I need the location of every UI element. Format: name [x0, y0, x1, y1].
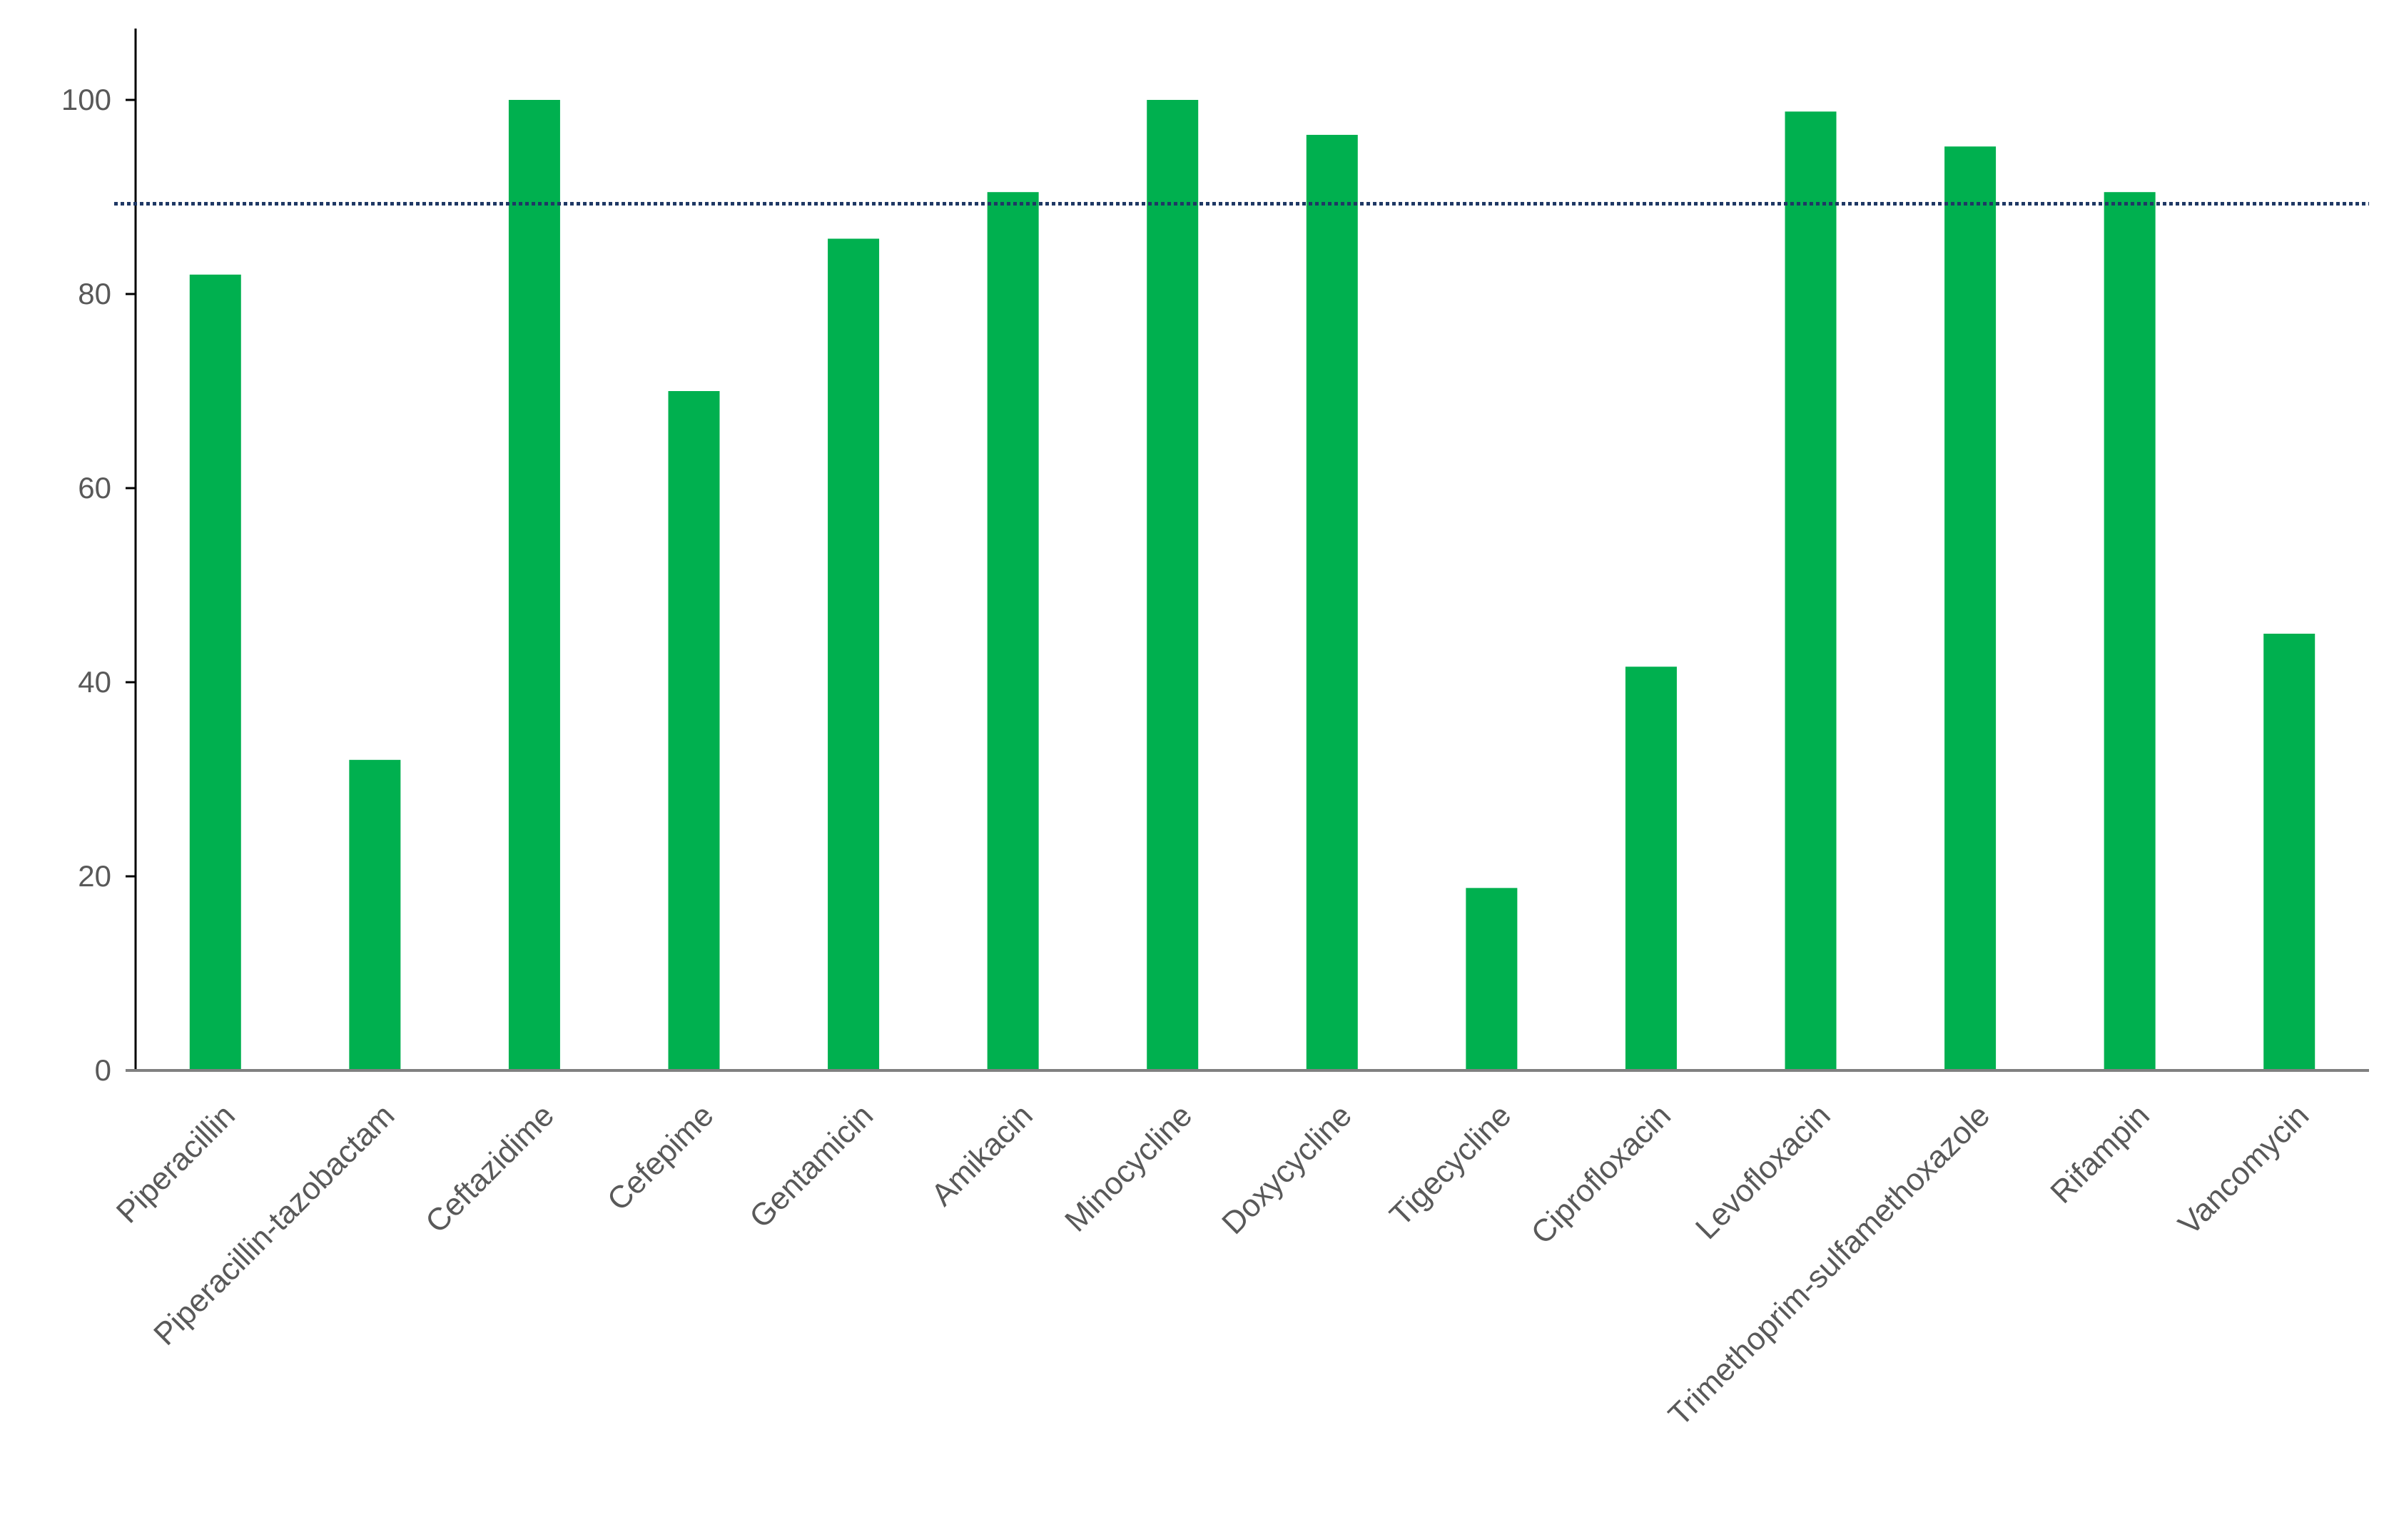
x-category-label: Cefepime — [601, 1098, 721, 1217]
y-axis: 0 20 40 60 80 100 — [61, 29, 137, 1087]
bar — [668, 391, 720, 1070]
bar — [1785, 111, 1837, 1070]
x-category-label: Amikacin — [925, 1098, 1040, 1212]
bar — [987, 192, 1039, 1071]
x-category-label: Piperacillin — [110, 1098, 242, 1230]
bar — [1466, 888, 1518, 1070]
bar — [349, 759, 401, 1070]
bar — [1625, 667, 1677, 1070]
y-tick-label: 20 — [78, 859, 111, 893]
bar — [828, 238, 880, 1071]
bar — [1147, 100, 1199, 1070]
y-tick-label: 100 — [61, 83, 111, 116]
bar — [508, 100, 560, 1070]
x-category-label: Ceftazidime — [419, 1098, 561, 1240]
y-tick-label: 80 — [78, 277, 111, 310]
x-category-label: Minocycline — [1058, 1098, 1199, 1238]
x-category-label: Levofloxacin — [1689, 1098, 1837, 1246]
bar — [1944, 146, 1997, 1070]
x-category-label: Tigecycline — [1383, 1098, 1518, 1232]
bar — [2104, 192, 2156, 1071]
bar — [1306, 134, 1358, 1071]
y-tick-label: 0 — [95, 1053, 111, 1087]
x-category-label: Ciprofloxacin — [1525, 1098, 1678, 1250]
y-tick-label: 60 — [78, 471, 111, 505]
bars — [189, 100, 2316, 1071]
bar — [2263, 634, 2316, 1070]
x-category-label: Trimethoprim-sulfamethoxazole — [1662, 1098, 1997, 1432]
bar — [189, 274, 241, 1070]
x-category-label: Vancomycin — [2171, 1098, 2316, 1242]
x-category-label: Gentamicin — [743, 1098, 880, 1235]
y-tick-label: 40 — [78, 665, 111, 699]
x-category-label: Doxycycline — [1215, 1098, 1359, 1241]
x-category-label: Rifampin — [2044, 1098, 2156, 1210]
